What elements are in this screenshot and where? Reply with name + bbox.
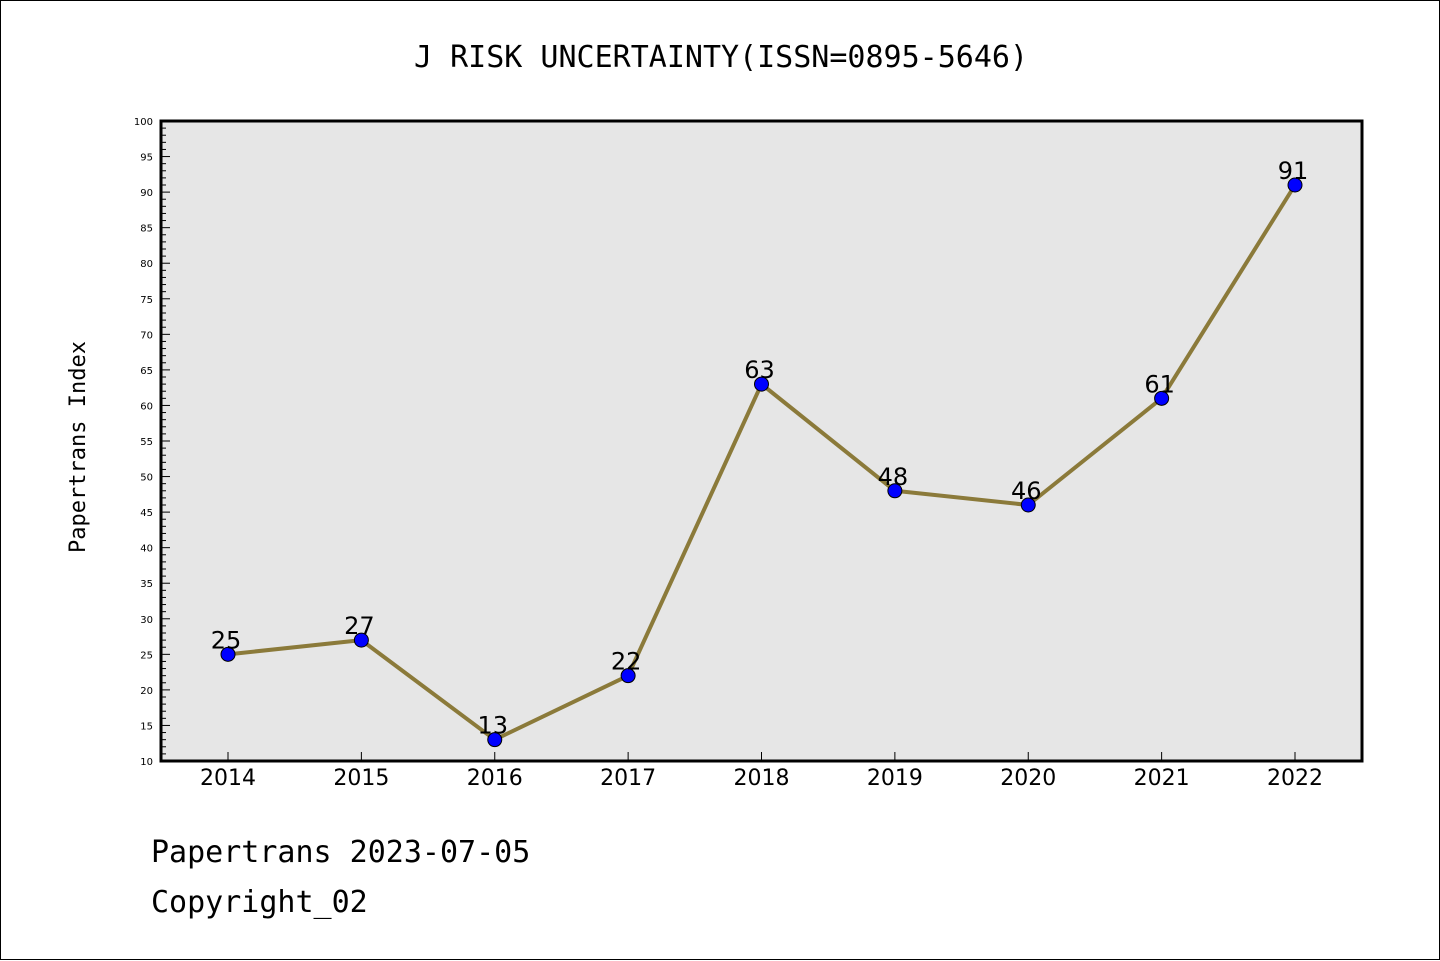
y-tick-label: 25 bbox=[140, 650, 153, 661]
y-tick-label: 35 bbox=[140, 579, 153, 590]
x-tick-label: 2020 bbox=[1000, 766, 1056, 791]
y-tick-label: 90 bbox=[140, 188, 153, 199]
x-tick-label: 2014 bbox=[200, 766, 256, 791]
x-tick-label: 2018 bbox=[734, 766, 790, 791]
data-point bbox=[1020, 497, 1036, 513]
y-tick-label: 55 bbox=[140, 437, 153, 448]
y-axis-ticks: 10 15 20 25 30 35 40 45 50 55 60 65 70 75 80 85 90 95 100 bbox=[134, 117, 170, 768]
data-label: 63 bbox=[744, 356, 775, 384]
y-tick-label: 75 bbox=[140, 295, 153, 306]
plot-border bbox=[159, 119, 1364, 763]
data-point bbox=[887, 483, 903, 499]
data-point bbox=[620, 668, 636, 684]
y-tick-label: 65 bbox=[140, 366, 153, 377]
y-tick-label: 70 bbox=[140, 330, 153, 341]
x-tick-label: 2022 bbox=[1267, 766, 1323, 791]
data-point bbox=[754, 376, 769, 392]
y-tick-label: 30 bbox=[140, 615, 153, 626]
y-tick-label: 50 bbox=[140, 473, 153, 484]
data-label: 48 bbox=[878, 463, 909, 491]
source-date-text: Papertrans 2023-07-05 bbox=[151, 835, 531, 870]
data-point bbox=[220, 646, 236, 662]
y-tick-label: 10 bbox=[140, 757, 153, 768]
data-point bbox=[487, 732, 503, 748]
y-tick-label: 85 bbox=[140, 224, 153, 235]
x-tick-label: 2015 bbox=[333, 766, 389, 791]
data-label: 61 bbox=[1144, 370, 1175, 398]
data-label: 13 bbox=[477, 712, 508, 740]
data-point bbox=[353, 632, 369, 648]
x-tick-label: 2017 bbox=[600, 766, 656, 791]
data-point bbox=[1154, 390, 1170, 406]
x-tick-label: 2019 bbox=[867, 766, 923, 791]
y-tick-label: 95 bbox=[140, 153, 153, 164]
x-axis-ticks: 2014 2015 2016 2017 2018 2019 2020 2021 2022 bbox=[200, 752, 1323, 791]
data-point bbox=[1287, 177, 1303, 193]
x-tick-label: 2016 bbox=[467, 766, 523, 791]
data-label: 27 bbox=[344, 612, 375, 640]
data-label: 22 bbox=[611, 648, 642, 676]
plot-area bbox=[161, 121, 1362, 761]
data-label: 25 bbox=[211, 626, 242, 654]
y-tick-label: 80 bbox=[140, 259, 153, 270]
y-tick-label: 100 bbox=[134, 117, 153, 128]
y-tick-label: 15 bbox=[140, 721, 153, 732]
copyright-text: Copyright_02 bbox=[151, 885, 368, 920]
chart-title: J RISK UNCERTAINTY(ISSN=0895-5646) bbox=[414, 40, 1028, 75]
y-tick-label: 45 bbox=[140, 508, 153, 519]
y-tick-label: 20 bbox=[140, 686, 153, 697]
data-label: 46 bbox=[1011, 477, 1042, 505]
x-tick-label: 2021 bbox=[1134, 766, 1190, 791]
y-tick-label: 60 bbox=[140, 401, 153, 412]
y-tick-label: 40 bbox=[140, 544, 153, 555]
series-line-group: 25 27 13 22 63 48 46 61 91 bbox=[211, 157, 1309, 748]
y-axis-label: Papertrans Index bbox=[66, 341, 91, 553]
data-label: 91 bbox=[1278, 157, 1309, 185]
